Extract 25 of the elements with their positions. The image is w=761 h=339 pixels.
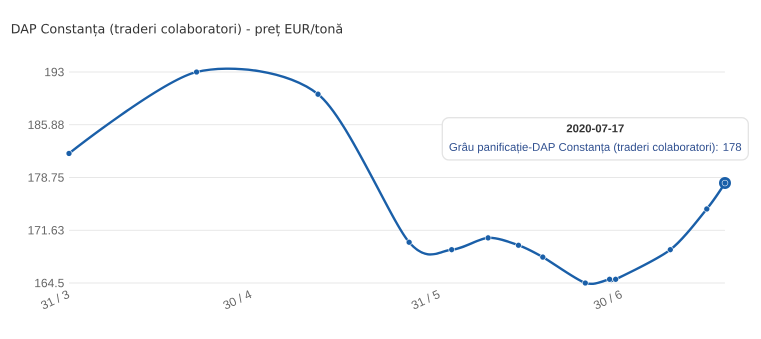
x-tick-label: 30 / 4 — [223, 290, 252, 309]
point — [193, 68, 200, 76]
point — [667, 246, 674, 253]
point — [704, 206, 710, 212]
annotation: Grâu panificație-DAP Constanța (traderi colaboratori): 178 — [450, 142, 742, 154]
x-tick-label: 30 / 6 — [594, 290, 622, 309]
point — [606, 276, 613, 282]
y-tick-label: 193 — [45, 68, 64, 76]
point — [406, 239, 412, 246]
y-tick-label: 171.63 — [28, 226, 64, 234]
point — [582, 280, 588, 286]
y-tick-label: 164.5 — [35, 278, 64, 288]
point — [484, 234, 492, 242]
point — [540, 254, 546, 260]
annotation: 2020-07-17 — [566, 124, 624, 132]
point — [448, 246, 455, 253]
point — [612, 276, 619, 282]
y-tick-label: 178.75 — [28, 173, 64, 182]
chart-title: DAP Constanța (traderi colaboratori) - preț EUR/tonă — [12, 24, 342, 36]
x-tick-label: 31 / 5 — [411, 290, 440, 309]
x-tick-label: 31 / 3 — [40, 290, 70, 309]
y-tick-label: 185.88 — [28, 120, 64, 129]
point — [66, 150, 72, 157]
point — [515, 242, 522, 248]
point — [314, 91, 322, 98]
